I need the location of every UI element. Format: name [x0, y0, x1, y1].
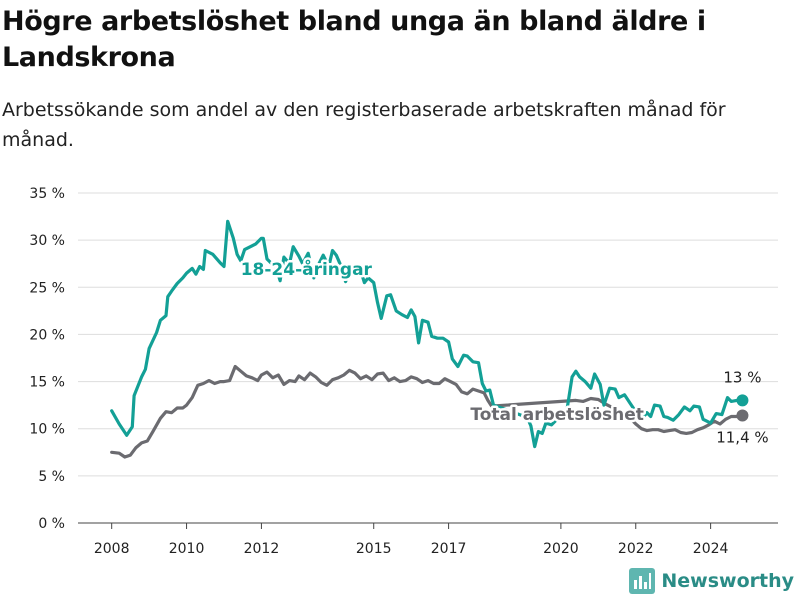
- y-tick-label: 5 %: [38, 469, 65, 485]
- y-tick-label: 30 %: [29, 233, 65, 249]
- x-tick-label: 2017: [431, 541, 467, 557]
- y-tick-label: 35 %: [29, 186, 65, 202]
- youth-line: [110, 219, 744, 449]
- x-tick-label: 2008: [94, 541, 130, 557]
- x-tick-label: 2010: [169, 541, 205, 557]
- y-tick-label: 0 %: [38, 516, 65, 532]
- series-lines: [110, 219, 749, 459]
- y-tick-label: 10 %: [29, 422, 65, 438]
- youth-end-label: 13 %: [723, 368, 761, 386]
- x-tick-label: 2020: [543, 541, 579, 557]
- brand-name: Newsworthy: [661, 570, 794, 592]
- x-tick-label: 2015: [356, 541, 392, 557]
- x-axis: 2008 2010 2012 2015 2017 2020 2022 2024: [94, 523, 729, 557]
- total-series-label: Total arbetslöshet: [470, 405, 644, 425]
- newsworthy-logo: Newsworthy: [629, 568, 794, 594]
- series-labels: 18-24-åringar Total arbetslöshet 13 % 11,4 …: [238, 256, 768, 447]
- x-tick-label: 2022: [618, 541, 654, 557]
- y-tick-label: 15 %: [29, 375, 65, 391]
- y-tick-label: 25 %: [29, 280, 65, 296]
- y-tick-label: 20 %: [29, 327, 65, 343]
- total-end-label: 11,4 %: [716, 429, 768, 447]
- gridlines: [78, 192, 778, 524]
- y-axis: 0 % 5 % 10 % 15 % 20 % 25 % 30 % 35 %: [29, 186, 65, 532]
- bar-chart-icon: [629, 568, 656, 594]
- total-end-dot: [736, 409, 749, 422]
- youth-series-label: 18-24-åringar: [241, 258, 373, 280]
- x-tick-label: 2012: [244, 541, 280, 557]
- x-tick-label: 2024: [693, 541, 729, 557]
- total-line: [110, 364, 744, 459]
- chart-subtitle: Arbetssökande som andel av den registerb…: [2, 99, 726, 151]
- youth-end-dot: [736, 394, 749, 407]
- chart-title: Högre arbetslöshet bland unga än bland ä…: [2, 6, 706, 73]
